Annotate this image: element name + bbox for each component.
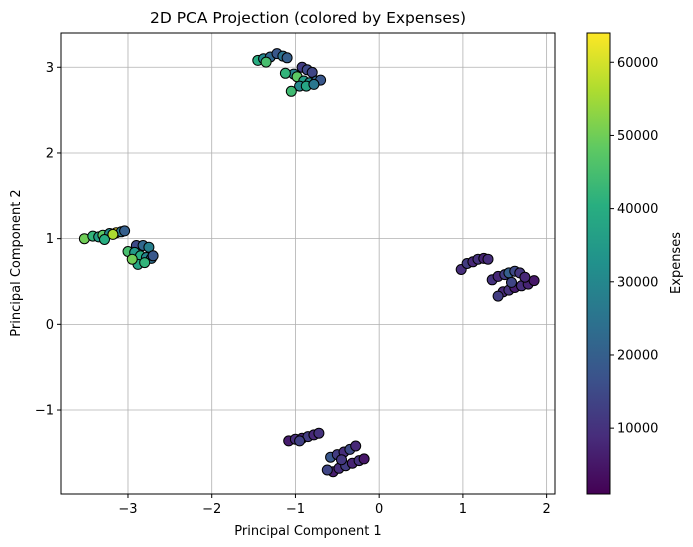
data-point <box>306 66 318 78</box>
x-tick-label: −3 <box>118 502 137 517</box>
colorbar <box>586 32 611 495</box>
data-point <box>126 253 138 265</box>
y-tick-label: 1 <box>46 232 54 247</box>
colorbar-tick-label: 20000 <box>617 348 658 363</box>
y-tick-label: 2 <box>46 146 54 161</box>
colorbar-label: Expenses <box>669 232 684 294</box>
x-tick-label: 1 <box>459 502 467 517</box>
y-tick-label: 3 <box>46 61 54 76</box>
x-tick-label: −1 <box>286 502 305 517</box>
data-point <box>281 52 293 64</box>
data-point <box>260 56 272 68</box>
data-point <box>506 276 517 288</box>
data-point <box>528 275 540 287</box>
scatter-points <box>78 48 540 478</box>
axis-ticks: −3 −2 −1 0 1 2 −1 0 1 2 3 <box>35 61 551 517</box>
colorbar-tick-label: 30000 <box>617 275 658 290</box>
y-axis-label: Principal Component 2 <box>9 189 24 336</box>
y-tick-label: 0 <box>46 318 54 333</box>
x-tick-label: −2 <box>202 502 221 517</box>
data-point <box>492 290 504 302</box>
chart-title: 2D PCA Projection (colored by Expenses) <box>150 9 466 27</box>
x-tick-label: 0 <box>375 502 383 517</box>
data-point <box>350 440 362 452</box>
colorbar-tick-label: 50000 <box>617 129 658 144</box>
colorbar-tick-label: 10000 <box>617 422 658 437</box>
data-point <box>139 257 151 269</box>
y-tick-label: −1 <box>35 404 54 419</box>
data-point <box>336 454 347 466</box>
point-cluster-top <box>252 48 327 97</box>
colorbar-ticks: 10000 20000 30000 40000 50000 60000 <box>610 56 658 437</box>
data-point <box>285 85 297 97</box>
point-cluster-bottom <box>283 427 370 478</box>
x-tick-label: 2 <box>542 502 550 517</box>
data-point <box>321 464 333 476</box>
data-point <box>294 435 306 447</box>
data-point <box>119 225 131 237</box>
point-cluster-left <box>78 225 159 270</box>
data-point <box>143 241 155 253</box>
plot-frame <box>60 32 556 495</box>
data-point <box>313 427 325 439</box>
colorbar-tick-label: 60000 <box>617 56 658 71</box>
colorbar-tick-label: 40000 <box>617 202 658 217</box>
data-point <box>147 250 159 262</box>
data-point <box>107 228 119 240</box>
data-point <box>308 78 320 90</box>
data-point <box>358 453 370 465</box>
data-point <box>519 271 531 283</box>
data-point <box>482 253 494 265</box>
point-cluster-right <box>455 252 540 302</box>
data-point <box>279 67 291 79</box>
data-point <box>99 234 110 245</box>
x-axis-label: Principal Component 1 <box>234 524 381 539</box>
